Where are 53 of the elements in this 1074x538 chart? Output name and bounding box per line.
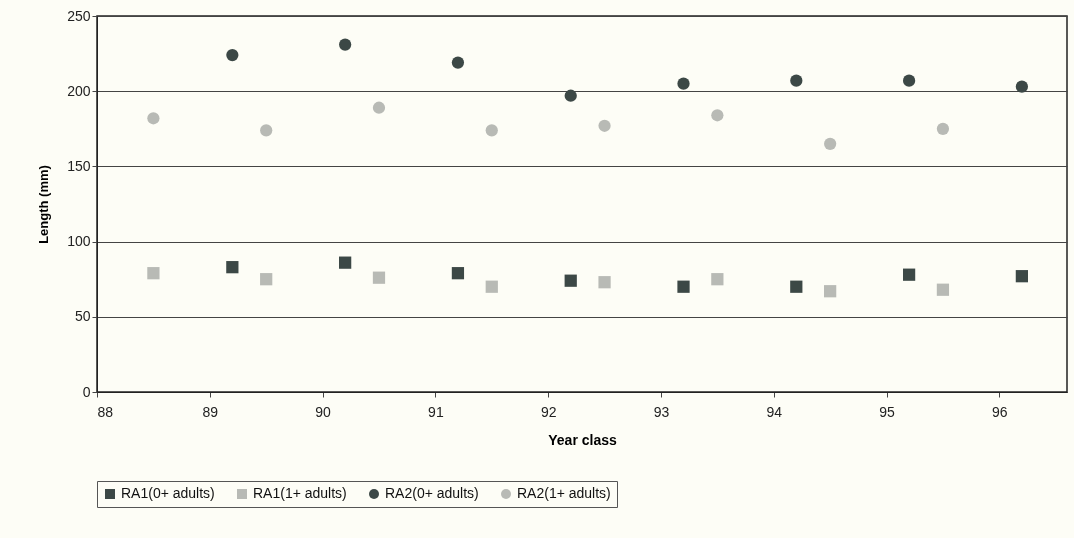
x-tick-label: 88 — [97, 403, 114, 420]
point — [339, 256, 352, 269]
x-tick-label: 89 — [202, 403, 219, 420]
y-tick-label: 0 — [82, 383, 91, 400]
point — [1015, 80, 1029, 93]
legend-label: RA1(1+ adults) — [253, 485, 347, 501]
point — [451, 267, 465, 280]
y-tick-label: 150 — [67, 157, 91, 174]
x-axis-title: Year class — [548, 431, 617, 448]
point — [677, 280, 690, 293]
legend-label: RA2(1+ adults) — [517, 485, 611, 501]
legend-label: RA1(0+ adults) — [121, 485, 215, 501]
point — [824, 137, 837, 150]
point — [711, 273, 724, 286]
point — [147, 267, 160, 280]
point — [902, 74, 916, 87]
y-tick-label: 200 — [67, 82, 91, 99]
point — [226, 48, 239, 62]
point — [564, 274, 577, 287]
point — [902, 268, 916, 281]
y-tick-label: 50 — [74, 308, 91, 325]
x-tick-label: 96 — [992, 403, 1008, 420]
x-tick-label: 92 — [540, 403, 557, 420]
point — [824, 285, 837, 298]
point — [260, 273, 273, 286]
point — [226, 261, 239, 274]
y-tick-label: 250 — [67, 7, 91, 24]
point — [372, 101, 386, 114]
point — [711, 109, 724, 122]
x-tick-label: 95 — [879, 403, 896, 420]
point — [790, 74, 803, 87]
point — [598, 276, 611, 289]
point — [485, 280, 498, 293]
point — [790, 280, 803, 293]
point — [598, 119, 611, 132]
point — [564, 89, 577, 102]
y-tick-label: 100 — [67, 233, 91, 250]
y-axis-title: Length (mm) — [36, 165, 52, 244]
point — [1015, 270, 1029, 283]
point — [936, 122, 950, 135]
x-tick-label: 91 — [428, 403, 444, 420]
point — [485, 124, 498, 137]
point — [260, 124, 273, 137]
point — [147, 112, 160, 125]
legend-label: RA2(0+ adults) — [385, 485, 479, 501]
point — [339, 38, 352, 51]
point — [372, 271, 386, 284]
x-tick-label: 94 — [766, 403, 783, 420]
x-tick-label: 93 — [653, 403, 670, 420]
point — [936, 283, 950, 296]
point — [451, 56, 465, 69]
x-tick-label: 90 — [315, 403, 332, 420]
point — [677, 77, 690, 90]
